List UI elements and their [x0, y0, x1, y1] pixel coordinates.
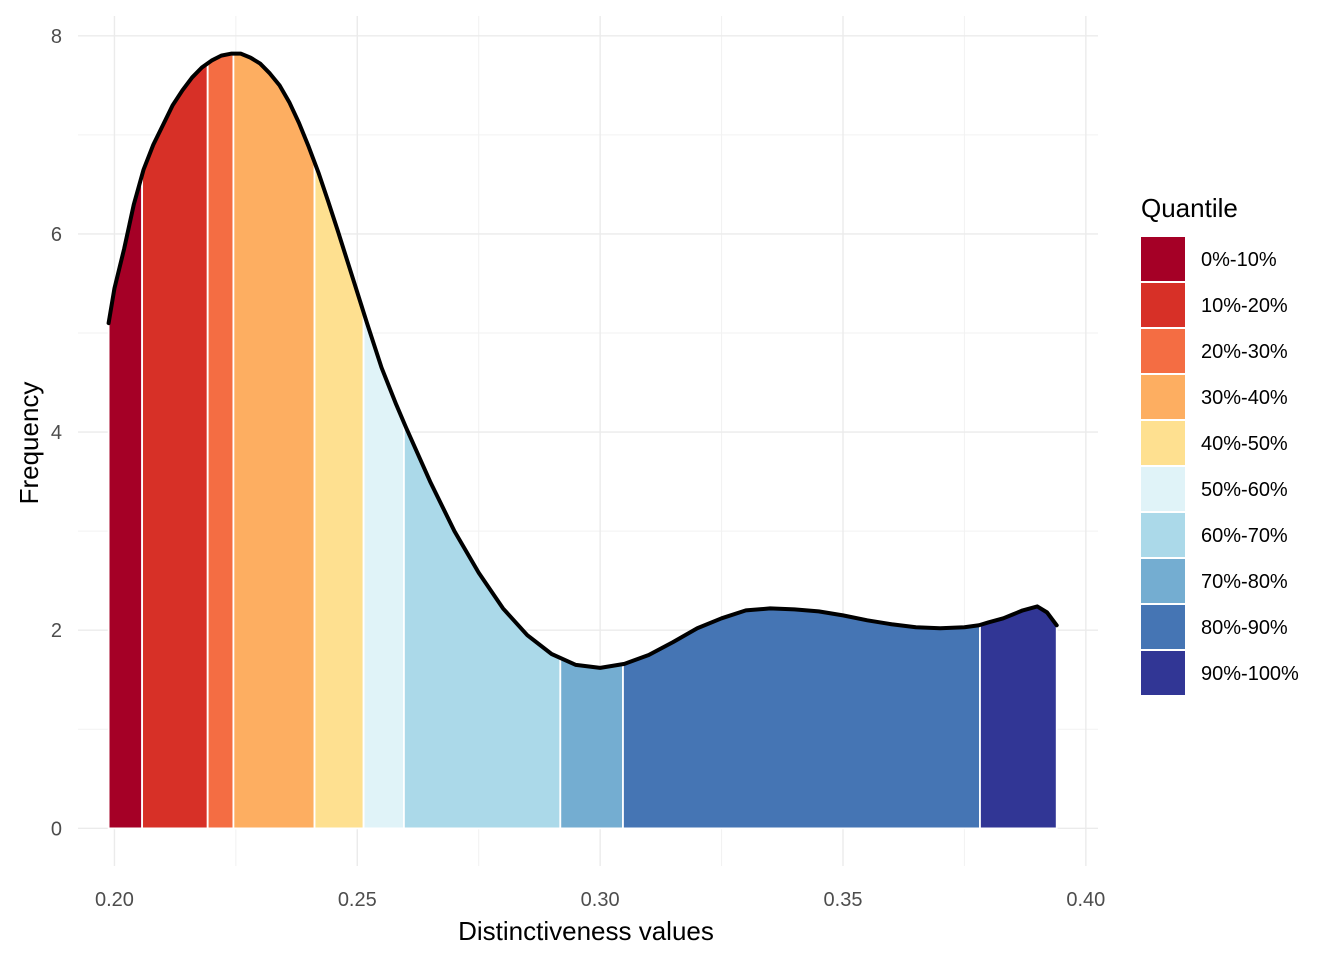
x-axis-title: Distinctiveness values [458, 916, 714, 946]
legend: Quantile 0%-10% 10%-20% 20%-30% 30%-40% 40%-… [1141, 193, 1299, 695]
legend-label: 90%-100% [1201, 663, 1299, 685]
legend-label: 30%-40% [1201, 387, 1288, 409]
legend-label: 40%-50% [1201, 433, 1288, 455]
legend-swatch [1141, 605, 1185, 649]
x-tick-label: 0.35 [824, 889, 863, 911]
legend-swatch [1141, 467, 1185, 511]
y-tick-label: 8 [51, 26, 62, 48]
legend-label: 10%-20% [1201, 295, 1288, 317]
x-axis-ticks: 0.20 0.25 0.30 0.35 0.40 [95, 889, 1105, 911]
x-tick-label: 0.40 [1066, 889, 1105, 911]
density-curve-layer [106, 51, 1059, 670]
legend-swatch [1141, 651, 1185, 695]
legend-swatch [1141, 375, 1185, 419]
quantile-area-4 [232, 52, 316, 830]
legend-label: 50%-60% [1201, 479, 1288, 501]
quantile-area-8 [559, 656, 624, 830]
x-tick-label: 0.30 [581, 889, 620, 911]
quantile-area-3 [206, 52, 235, 830]
y-tick-label: 0 [51, 818, 62, 840]
x-tick-label: 0.20 [95, 889, 134, 911]
quantile-area-7 [403, 422, 562, 830]
quantile-area-2 [141, 61, 209, 830]
y-axis-title: Frequency [14, 382, 44, 505]
y-tick-label: 4 [51, 422, 62, 444]
y-tick-label: 6 [51, 224, 62, 246]
x-tick-label: 0.25 [338, 889, 377, 911]
legend-swatch [1141, 237, 1185, 281]
legend-label: 20%-30% [1201, 341, 1288, 363]
legend-swatch [1141, 513, 1185, 557]
legend-items: 0%-10% 10%-20% 20%-30% 30%-40% 40%-50% 50%-60… [1141, 237, 1299, 695]
quantile-area-6 [362, 312, 405, 830]
legend-swatch [1141, 283, 1185, 327]
legend-swatch [1141, 559, 1185, 603]
legend-label: 0%-10% [1201, 249, 1277, 271]
legend-swatch [1141, 421, 1185, 465]
quantile-area-10 [979, 605, 1058, 830]
legend-swatch [1141, 329, 1185, 373]
legend-label: 60%-70% [1201, 525, 1288, 547]
quantile-area-1 [107, 174, 144, 830]
quantile-areas [107, 52, 1058, 830]
legend-label: 80%-90% [1201, 617, 1288, 639]
y-tick-label: 2 [51, 620, 62, 642]
legend-title: Quantile [1141, 193, 1238, 223]
y-axis-ticks: 0 2 4 6 8 [51, 26, 62, 841]
density-curve [106, 51, 1059, 670]
quantile-area-5 [313, 161, 365, 830]
legend-label: 70%-80% [1201, 571, 1288, 593]
